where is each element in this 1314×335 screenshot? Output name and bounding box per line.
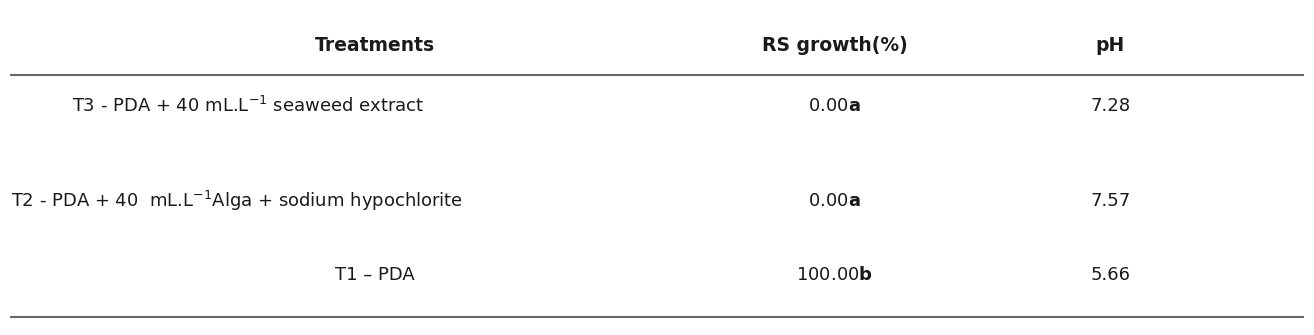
Text: 7.28: 7.28 (1091, 96, 1130, 115)
Text: 0.00$\mathbf{a}$: 0.00$\mathbf{a}$ (808, 192, 861, 210)
Text: pH: pH (1096, 36, 1125, 55)
Text: Treatments: Treatments (314, 36, 435, 55)
Text: T1 – PDA: T1 – PDA (335, 266, 414, 284)
Text: 5.66: 5.66 (1091, 266, 1130, 284)
Text: T2 - PDA + 40  mL.L$^{-1}$Alga + sodium hypochlorite: T2 - PDA + 40 mL.L$^{-1}$Alga + sodium h… (11, 189, 463, 213)
Text: 100.00$\mathbf{b}$: 100.00$\mathbf{b}$ (796, 266, 872, 284)
Text: RS growth(%): RS growth(%) (762, 36, 907, 55)
Text: 7.57: 7.57 (1091, 192, 1130, 210)
Text: T3 - PDA + 40 mL.L$^{-1}$ seaweed extract: T3 - PDA + 40 mL.L$^{-1}$ seaweed extrac… (72, 95, 424, 116)
Text: 0.00$\mathbf{a}$: 0.00$\mathbf{a}$ (808, 96, 861, 115)
